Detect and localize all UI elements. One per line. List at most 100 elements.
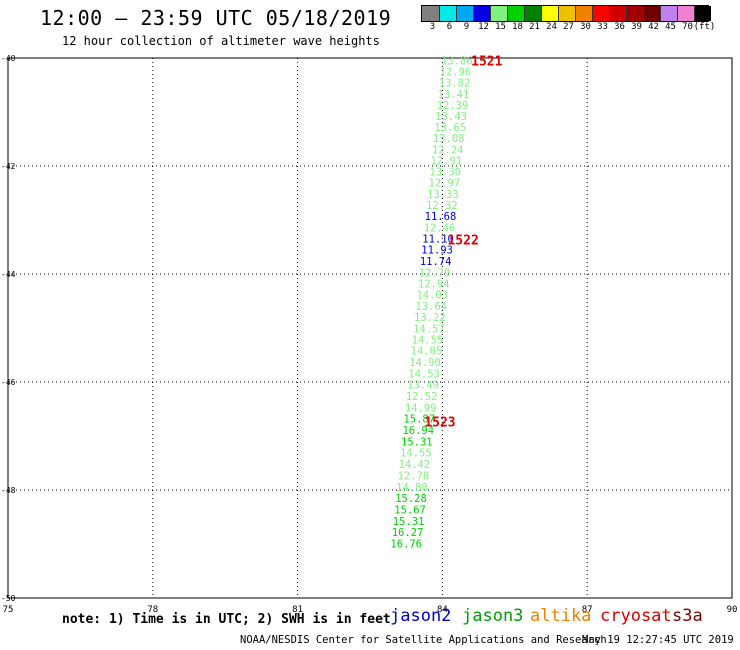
colorbar-swatch [558, 6, 575, 21]
wave-height-label: 13.33 [427, 189, 459, 201]
wave-height-label: 14.90 [409, 357, 441, 369]
pass-number-label: 1521 [471, 55, 502, 70]
wave-height-label: 12.78 [398, 470, 430, 482]
wave-height-label: 14.05 [411, 346, 443, 358]
wave-height-label: 15.67 [394, 504, 426, 516]
wave-height-label: 12.32 [426, 200, 458, 212]
y-tick-label: -42 [1, 162, 16, 171]
colorbar-swatch [490, 6, 507, 21]
colorbar-swatch [626, 6, 643, 21]
colorbar-label: 12 [478, 22, 489, 32]
wave-height-label: 15.28 [395, 493, 427, 505]
colorbar-swatch [694, 6, 711, 21]
x-tick-label: 75 [3, 605, 14, 615]
wave-height-label: 14.03 [416, 290, 448, 302]
wave-height-label: 13.49 [407, 380, 439, 392]
colorbar-swatch [422, 6, 439, 21]
colorbar-label: 15 [495, 22, 506, 32]
wave-height-label: 16.76 [390, 538, 422, 550]
wave-height-label: 14.55 [412, 334, 444, 346]
satellite-legend-s3a: s3a [672, 606, 703, 626]
colorbar-label: 70 [682, 22, 693, 32]
page-title: 12:00 – 23:59 UTC 05/18/2019 [40, 6, 392, 30]
wave-height-label: 13.65 [434, 122, 466, 134]
satellite-legend-jason2: jason2 [390, 606, 452, 626]
wave-height-label: 11.68 [425, 211, 457, 223]
x-tick-label: 81 [292, 605, 303, 615]
colorbar-label: 39 [631, 22, 642, 32]
wave-height-label: 14.57 [413, 324, 445, 336]
wave-height-label: 12.94 [418, 279, 450, 291]
wave-height-label: 13.64 [415, 301, 447, 313]
wave-height-label: 14.80 [396, 482, 428, 494]
colorbar-swatch [507, 6, 524, 21]
colorbar-swatch [643, 6, 660, 21]
satellite-legend-jason3: jason3 [462, 606, 524, 626]
colorbar-swatch [439, 6, 456, 21]
colorbar-label: 30 [580, 22, 591, 32]
wave-height-label: 14.42 [399, 459, 431, 471]
wave-height-label: 13.30 [429, 166, 461, 178]
colorbar-label: 18 [512, 22, 523, 32]
colorbar-label: 6 [446, 22, 453, 32]
colorbar-label: (ft) [693, 22, 716, 32]
colorbar-swatch [524, 6, 541, 21]
wave-height-label: 12.79 [419, 267, 451, 279]
colorbar-swatch [456, 6, 473, 21]
y-tick-label: -46 [1, 378, 16, 387]
wave-height-label: 11.10 [422, 233, 454, 245]
y-tick-label: -44 [1, 270, 16, 279]
colorbar-swatch [660, 6, 677, 21]
wave-height-label: 15.31 [393, 516, 425, 528]
wave-height-label: 13.08 [433, 133, 465, 145]
x-tick-label: 90 [727, 605, 738, 615]
y-tick-label: -50 [1, 594, 16, 603]
x-tick-label: 87 [582, 605, 593, 615]
wave-height-label: 12.52 [406, 391, 438, 403]
wave-height-label: 12.96 [440, 67, 472, 79]
colorbar-label: 27 [563, 22, 574, 32]
wave-height-label: 16.27 [392, 527, 424, 539]
colorbar-label: 42 [648, 22, 659, 32]
colorbar-swatch [541, 6, 558, 21]
wave-height-label: 15.87 [403, 414, 435, 426]
colorbar [422, 6, 711, 21]
generated-timestamp: May 19 12:27:45 UTC 2019 [582, 634, 734, 646]
credit-line: NOAA/NESDIS Center for Satellite Applica… [240, 634, 607, 646]
pass-number-label: 1522 [447, 233, 478, 248]
colorbar-label: 9 [463, 22, 470, 32]
colorbar-label: 24 [546, 22, 557, 32]
colorbar-swatch [592, 6, 609, 21]
wave-height-label: 12.97 [429, 178, 461, 190]
wave-height-label: 12.46 [424, 223, 456, 235]
plot-frame [7, 57, 733, 599]
wave-height-label: 12.91 [430, 156, 462, 168]
pass-number-label: 1523 [424, 415, 455, 430]
wave-height-label: 14.53 [408, 368, 440, 380]
colorbar-label: 21 [529, 22, 540, 32]
wave-height-label: 14.99 [405, 402, 437, 414]
satellite-legend-cryosat: cryosat [600, 606, 672, 626]
x-tick-label: 78 [147, 605, 158, 615]
wave-height-label: 16.94 [402, 425, 434, 437]
colorbar-swatch [677, 6, 694, 21]
x-tick-label: 84 [437, 605, 448, 615]
colorbar-label: 45 [665, 22, 676, 32]
colorbar-swatch [575, 6, 592, 21]
wave-height-label: 13.82 [439, 77, 471, 89]
colorbar-swatch [609, 6, 626, 21]
page-subtitle: 12 hour collection of altimeter wave hei… [62, 34, 380, 48]
colorbar-label: 36 [614, 22, 625, 32]
wave-height-label: 13.22 [414, 312, 446, 324]
colorbar-label: 3 [429, 22, 436, 32]
units-note: note: 1) Time is in UTC; 2) SWH is in fe… [62, 612, 391, 627]
wave-height-label: 13.86 [441, 56, 473, 68]
y-tick-label: -48 [1, 486, 16, 495]
satellite-legend-altika: altika [530, 606, 592, 626]
colorbar-swatch [473, 6, 490, 21]
wave-height-label: 11.93 [421, 245, 453, 257]
wave-height-label: 13.41 [438, 89, 470, 101]
colorbar-label: 33 [597, 22, 608, 32]
wave-height-label: 12.39 [437, 100, 469, 112]
